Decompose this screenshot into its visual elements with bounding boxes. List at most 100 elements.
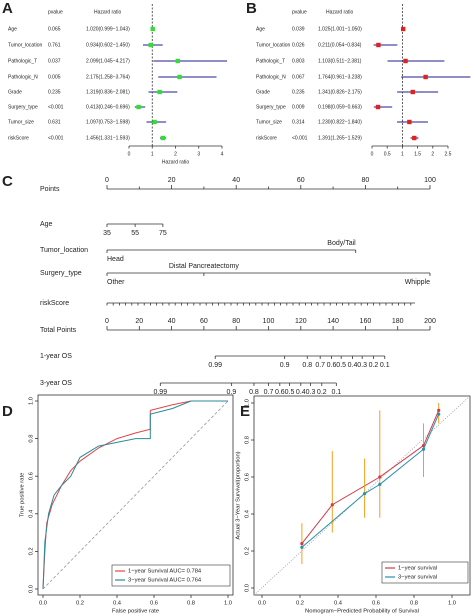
x-tick-label: 0.5 <box>384 151 391 157</box>
p-value: 0.067 <box>292 74 305 80</box>
scale-label: 0.99 <box>208 362 222 369</box>
hazard-ratio-label: 1.456(1.331−1.593) <box>86 135 130 141</box>
row-label: Age <box>40 221 53 228</box>
p-value: 0.005 <box>48 74 61 80</box>
point <box>300 545 304 549</box>
scale-tick-label: 200 <box>424 318 436 325</box>
p-value: 0.314 <box>292 119 305 125</box>
x-tick-label: 2.5 <box>445 151 452 157</box>
x-tick-label: 1.0 <box>224 601 232 607</box>
diagonal <box>42 400 229 590</box>
x-tick-label: 0 <box>128 151 131 157</box>
scale-label: 0.7 <box>315 362 325 369</box>
row-label: riskScore <box>40 300 69 307</box>
scale-label: Head <box>107 256 124 263</box>
hazard-ratio-marker <box>376 42 381 48</box>
x-tick-label: 1 <box>151 151 154 157</box>
y-tick-label: 0.8 <box>245 436 251 444</box>
plot-frame <box>253 395 471 596</box>
hazard-ratio-label: 1.025(1.001−1.050) <box>318 26 362 32</box>
scale-label: 0.6 <box>327 362 337 369</box>
scale-tick-label: 40 <box>232 177 240 184</box>
row-label: Points <box>40 186 60 193</box>
hazard-ratio-label: 2.099(1.045−4.217) <box>86 58 130 64</box>
scale-label: 55 <box>131 230 139 237</box>
y-axis-label: Actual 3−Year Survival(proportion) <box>236 451 242 539</box>
p-value: 0.235 <box>48 89 61 95</box>
row-label: Tumor_size <box>8 119 34 125</box>
row-label: Grade <box>256 89 270 95</box>
x-tick-label: 0.4 <box>113 601 122 607</box>
y-tick-label: 1.0 <box>29 397 35 405</box>
y-tick-label: 0.6 <box>29 472 35 480</box>
scale-tick-label: 120 <box>295 318 307 325</box>
p-value: 0.009 <box>292 104 305 110</box>
column-header: Hazard ratio <box>94 9 121 15</box>
hazard-ratio-marker <box>407 119 412 125</box>
scale-label: Distal Pancreatectomy <box>169 263 240 270</box>
column-header: pvalue <box>292 9 307 15</box>
series-line <box>301 413 440 548</box>
x-axis-label: Nomogram−Predicted Probability of Surviv… <box>305 609 419 615</box>
hazard-ratio-marker <box>175 58 181 64</box>
legend-label: 3−year survival <box>398 575 437 581</box>
scale-tick-label: 60 <box>200 318 208 325</box>
hazard-ratio-label: 1.230(0.822−1.840) <box>318 119 362 125</box>
x-axis-label: Hazard ratio <box>162 159 189 165</box>
x-tick-label: 0.0 <box>258 601 266 607</box>
hazard-ratio-marker <box>136 104 141 110</box>
scale-tick-label: 0 <box>105 177 109 184</box>
y-tick-label: 0.4 <box>245 509 251 518</box>
y-tick-label: 1.0 <box>245 399 251 407</box>
scale-label: 0.2 <box>369 362 379 369</box>
scale-label: 0.1 <box>380 362 390 369</box>
p-value: <0.001 <box>292 135 308 141</box>
row-label: Pathologic_T <box>8 58 37 64</box>
p-value: 0.235 <box>292 89 305 95</box>
row-label: Surgery_type <box>256 104 286 110</box>
hazard-ratio-label: 0.413(0.246−0.696) <box>86 104 130 110</box>
p-value: 0.631 <box>48 119 61 125</box>
row-label: riskScore <box>256 135 277 141</box>
y-axis-label: True positive rate <box>20 473 26 518</box>
legend-label: 1−year survival <box>398 566 437 572</box>
x-tick-label: 0 <box>371 151 374 157</box>
x-tick-label: 0.2 <box>296 601 304 607</box>
x-tick-label: 0.0 <box>39 601 47 607</box>
row-label: 3-year OS <box>40 380 72 387</box>
legend-label: 3−year Survival AUC= 0.764 <box>128 578 202 584</box>
hazard-ratio-label: 1.391(1.265−1.529) <box>318 135 362 141</box>
scale-label: 0.9 <box>226 389 236 396</box>
row-label: Pathologic_T <box>256 58 285 64</box>
row-label: riskScore <box>8 135 29 141</box>
scale-label: 0.1 <box>331 389 341 396</box>
scale-label: 0.5 <box>336 362 346 369</box>
panel-letter: E <box>240 403 250 420</box>
x-tick-label: 1.0 <box>448 601 456 607</box>
plot-frame <box>37 394 234 596</box>
x-tick-label: 2 <box>174 151 177 157</box>
p-value: 0.803 <box>292 58 305 64</box>
scale-label: 0.3 <box>357 362 367 369</box>
hazard-ratio-marker <box>157 89 162 95</box>
point <box>378 475 382 479</box>
scale-label: 0.9 <box>280 362 290 369</box>
hazard-ratio-marker <box>150 26 155 32</box>
x-axis-label: False positive rate <box>112 609 159 615</box>
y-tick-label: 0.0 <box>29 585 35 593</box>
scale-label: 0.2 <box>317 389 327 396</box>
hazard-ratio-label: 0.934(0.602−1.450) <box>86 42 130 48</box>
scale-tick-label: 100 <box>424 177 436 184</box>
p-value: 0.761 <box>48 42 61 48</box>
p-value: 0.037 <box>48 58 61 64</box>
row-label: Tumor_location <box>8 42 42 48</box>
point <box>437 412 441 416</box>
legend-label: 1−year Survival AUC= 0.784 <box>128 569 202 575</box>
y-tick-label: 0.4 <box>29 509 35 518</box>
column-header: pvalue <box>48 9 63 15</box>
x-tick-label: 0.8 <box>187 601 195 607</box>
scale-label: 0.6 <box>275 389 285 396</box>
hazard-ratio-marker <box>152 119 157 125</box>
hazard-ratio-label: 1.319(0.836−2.081) <box>86 89 130 95</box>
